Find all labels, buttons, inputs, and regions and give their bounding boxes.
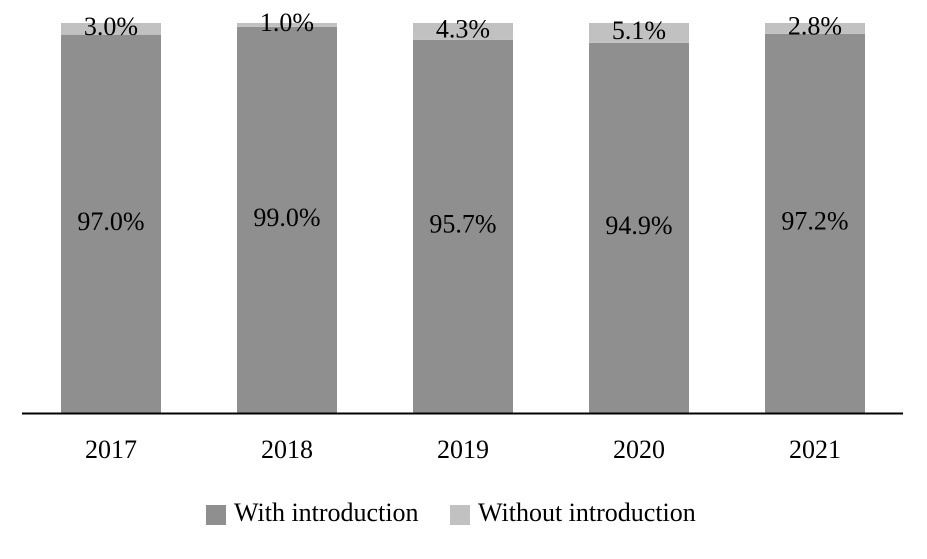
bar-segment-with-2021 [765, 33, 865, 414]
legend-label-with-introduction: With introduction [234, 498, 419, 527]
bar-segment-without-2019 [413, 23, 513, 40]
data-label-without-2018: 1.0% [260, 8, 314, 37]
bar-segment-with-2018 [237, 26, 337, 414]
data-label-with-2018: 99.0% [253, 203, 320, 232]
legend-swatch-without-introduction [450, 505, 470, 525]
legend-swatch-with-introduction [206, 505, 226, 525]
data-label-without-2020: 5.1% [612, 16, 666, 45]
bar-segment-without-2018 [237, 23, 337, 27]
data-label-without-2021: 2.8% [788, 11, 842, 40]
data-label-with-2017: 97.0% [77, 207, 144, 236]
legend-label-without-introduction: Without introduction [478, 498, 696, 527]
bar-segment-without-2017 [61, 23, 161, 35]
x-tick-label-2017: 2017 [85, 435, 137, 464]
bar-segment-without-2020 [589, 23, 689, 43]
x-tick-label-2020: 2020 [613, 435, 665, 464]
data-label-with-2021: 97.2% [781, 206, 848, 235]
data-label-with-2019: 95.7% [429, 209, 496, 238]
bar-segment-with-2017 [61, 34, 161, 413]
bar-segment-with-2019 [413, 39, 513, 414]
x-tick-label-2021: 2021 [789, 435, 841, 464]
x-tick-label-2018: 2018 [261, 435, 313, 464]
bar-segment-without-2021 [765, 23, 865, 34]
data-label-without-2019: 4.3% [436, 14, 490, 43]
bar-segment-with-2020 [589, 42, 689, 413]
data-label-with-2020: 94.9% [605, 211, 672, 240]
data-label-without-2017: 3.0% [84, 12, 138, 41]
x-tick-label-2019: 2019 [437, 435, 489, 464]
